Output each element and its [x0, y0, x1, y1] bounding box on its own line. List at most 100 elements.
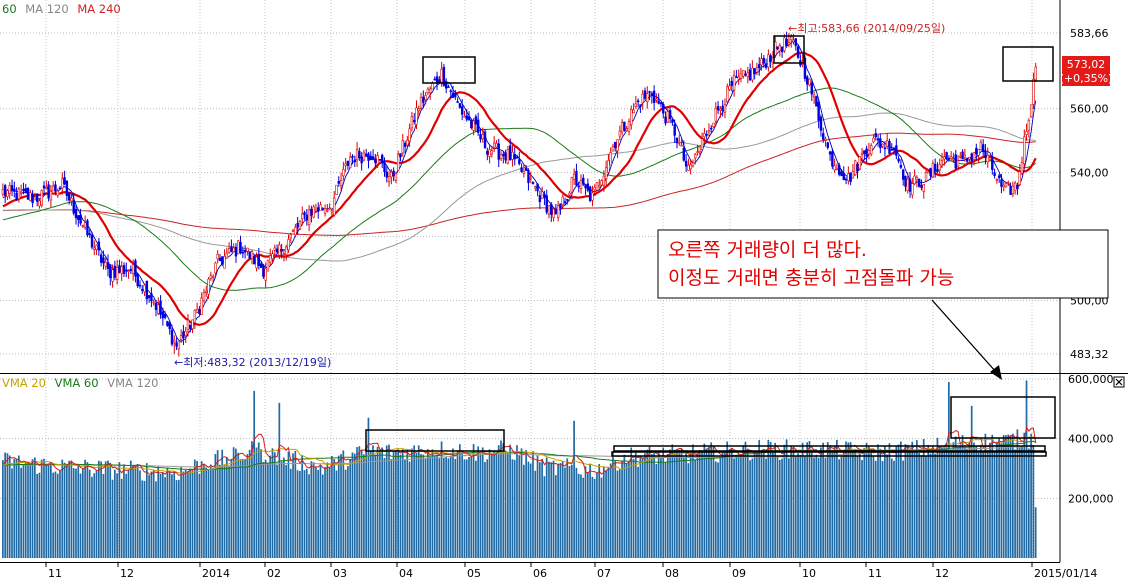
- volume-bar: [589, 464, 591, 558]
- volume-bar: [762, 452, 765, 558]
- legend-vma120: VMA 120: [107, 376, 158, 390]
- candle: [186, 314, 190, 337]
- volume-bar: [317, 469, 320, 558]
- close-icon[interactable]: [1113, 376, 1125, 388]
- candle: [778, 43, 782, 57]
- candle: [808, 78, 811, 87]
- candle: [529, 172, 532, 183]
- volume-bar: [429, 456, 431, 558]
- candle: [554, 203, 558, 215]
- volume-bar: [758, 440, 761, 558]
- ma60-line: [2, 87, 1036, 291]
- volume-bar: [582, 477, 585, 558]
- candle: [131, 259, 135, 281]
- candle: [614, 141, 617, 152]
- volume-bar: [2, 460, 4, 558]
- candle: [317, 202, 320, 219]
- candle: [634, 96, 638, 109]
- volume-bar: [31, 459, 34, 558]
- candle: [963, 148, 967, 162]
- candle: [246, 247, 249, 256]
- candle: [840, 169, 843, 177]
- volume-bar: [836, 439, 838, 558]
- candle: [600, 179, 603, 186]
- volume-bar: [81, 468, 84, 558]
- candle: [981, 139, 985, 157]
- volume-bar: [986, 449, 989, 558]
- highlight-box-vol-recent: [950, 396, 1056, 439]
- volume-bar: [577, 473, 580, 558]
- legend-ma120: MA 120: [25, 2, 68, 16]
- volume-bar: [728, 449, 731, 558]
- candle: [271, 250, 274, 264]
- candle: [545, 189, 548, 215]
- volume-bar: [680, 449, 683, 558]
- x-tick-label: 02: [267, 567, 281, 580]
- candle: [566, 199, 569, 205]
- volume-bar: [404, 459, 406, 558]
- candle: [499, 151, 503, 162]
- candle: [511, 145, 514, 167]
- candle: [1020, 156, 1024, 176]
- candle: [259, 261, 263, 269]
- volume-bar: [781, 458, 783, 558]
- candle: [280, 243, 283, 259]
- volume-bar: [267, 463, 269, 558]
- candle: [952, 152, 955, 163]
- candle: [168, 320, 171, 335]
- candle: [531, 181, 535, 185]
- volume-bar: [385, 445, 388, 558]
- candlesticks: [1, 31, 1037, 357]
- volume-bar: [756, 450, 758, 558]
- candle: [817, 99, 820, 129]
- volume-bar: [968, 442, 971, 558]
- candle: [202, 288, 206, 303]
- volume-bar: [479, 453, 482, 558]
- volume-bar: [159, 473, 162, 558]
- candle: [193, 309, 197, 329]
- highlight-box-vol-band-2: [611, 451, 1047, 457]
- candle: [399, 153, 402, 162]
- volume-bar: [459, 444, 461, 558]
- volume-bar: [20, 467, 22, 558]
- candle: [253, 256, 256, 265]
- candle: [56, 188, 59, 198]
- volume-bar: [598, 463, 601, 558]
- volume-bar: [906, 444, 909, 558]
- candle: [33, 192, 37, 201]
- candle: [755, 62, 759, 76]
- candle: [655, 93, 658, 103]
- volume-bar: [826, 442, 829, 558]
- candle: [51, 181, 55, 195]
- candle: [753, 67, 756, 80]
- volume-bar: [815, 454, 818, 558]
- candle: [668, 107, 672, 124]
- candle: [1027, 118, 1031, 138]
- candle: [632, 103, 635, 114]
- candle: [618, 125, 622, 141]
- candle: [138, 280, 142, 289]
- candle: [1029, 104, 1033, 118]
- candle: [703, 128, 706, 144]
- volume-bar: [607, 466, 610, 558]
- volume-bar: [557, 463, 559, 558]
- candle: [312, 204, 315, 219]
- candle: [58, 185, 62, 191]
- candle: [876, 134, 880, 147]
- candle: [636, 98, 640, 108]
- candle: [696, 144, 699, 156]
- candle: [488, 143, 491, 164]
- candle: [616, 139, 619, 159]
- volume-bar: [541, 459, 543, 558]
- candle: [408, 123, 411, 148]
- volume-bar: [486, 459, 489, 558]
- candle: [867, 142, 871, 160]
- candle: [472, 118, 475, 136]
- volume-bar: [698, 449, 701, 558]
- volume-bar: [618, 468, 621, 558]
- candle: [1004, 181, 1008, 188]
- candle: [536, 183, 539, 197]
- volume-bar: [408, 461, 411, 558]
- volume-bar: [520, 448, 523, 558]
- volume-bar: [164, 477, 166, 558]
